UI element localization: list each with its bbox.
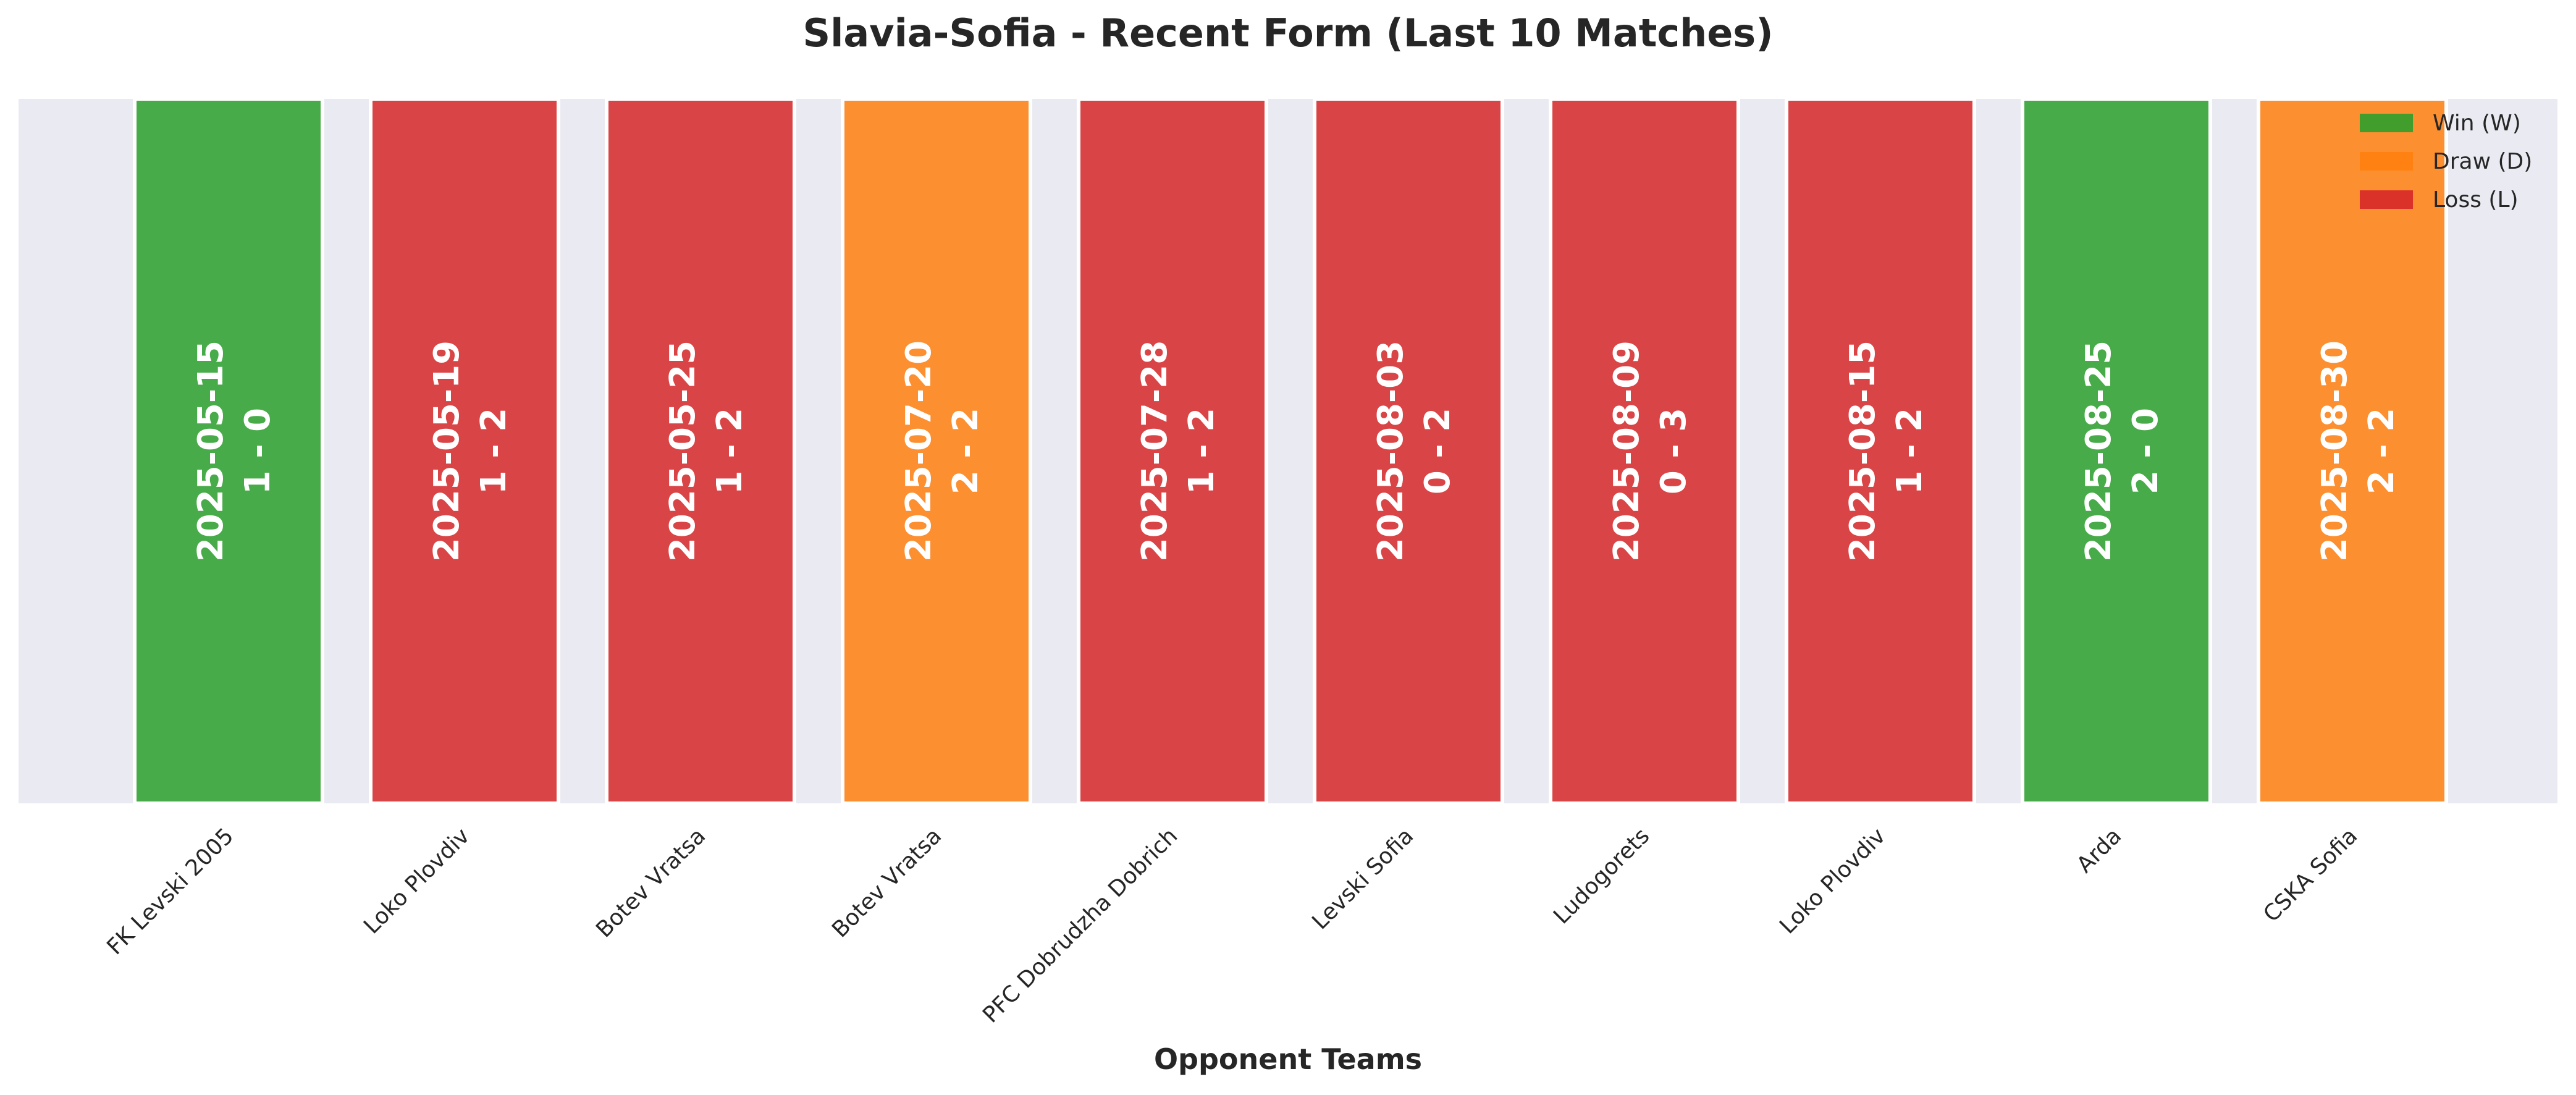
bar-score-label: 1 - 2	[474, 408, 514, 494]
bar-score-label: 0 - 2	[1418, 408, 1458, 494]
bar-label-5: 2025-07-28 1 - 2	[1135, 340, 1222, 562]
legend: Win (W) Draw (D) Loss (L)	[2360, 111, 2532, 213]
bar-score-label: 2 - 2	[2362, 408, 2402, 494]
x-tick-label: CSKA Sofia	[2258, 823, 2362, 927]
bar-date-label: 2025-05-15	[191, 340, 231, 562]
x-axis-label: Opponent Teams	[1154, 1042, 1422, 1076]
legend-label-d: Draw (D)	[2433, 149, 2532, 174]
bar-3	[605, 97, 796, 805]
chart-title: Slavia-Sofia - Recent Form (Last 10 Matc…	[802, 11, 1773, 56]
bar-score-label: 1 - 0	[238, 408, 278, 494]
bar-label-6: 2025-08-03 0 - 2	[1371, 340, 1458, 562]
bar-label-8: 2025-08-15 1 - 2	[1843, 340, 1930, 562]
bar-label-7: 2025-08-09 0 - 3	[1607, 340, 1694, 562]
bar-score-label: 1 - 2	[1182, 408, 1222, 494]
bar-date-label: 2025-05-25	[663, 340, 703, 562]
x-tick-label: Botev Vratsa	[591, 823, 710, 942]
bar-label-4: 2025-07-20 2 - 2	[899, 340, 986, 562]
legend-swatch-d	[2360, 152, 2413, 171]
bar-score-label: 2 - 2	[946, 408, 986, 494]
bar-date-label: 2025-08-15	[1843, 340, 1883, 562]
bar-8	[1785, 97, 1976, 805]
x-tick-label: Ludogorets	[1549, 823, 1654, 929]
bar-4	[841, 97, 1032, 805]
bar-score-label: 2 - 0	[2126, 408, 2166, 494]
bars-layer	[133, 97, 2448, 805]
bar-2	[369, 97, 560, 805]
bar-label-2: 2025-05-19 1 - 2	[427, 340, 514, 562]
legend-label-l: Loss (L)	[2433, 187, 2519, 213]
bar-score-label: 1 - 2	[710, 408, 750, 494]
bar-label-10: 2025-08-30 2 - 2	[2315, 340, 2402, 562]
bar-date-label: 2025-08-09	[1607, 340, 1647, 562]
bar-label-1: 2025-05-15 1 - 0	[191, 340, 278, 562]
bar-date-label: 2025-08-30	[2315, 340, 2355, 562]
bar-score-label: 0 - 3	[1654, 408, 1694, 494]
x-tick-label: Loko Plovdiv	[1775, 823, 1890, 939]
bar-6	[1313, 97, 1504, 805]
legend-swatch-w	[2360, 114, 2413, 132]
legend-swatch-l	[2360, 190, 2413, 209]
bar-label-3: 2025-05-25 1 - 2	[663, 340, 750, 562]
legend-label-w: Win (W)	[2433, 111, 2521, 136]
x-tick-label: Levski Sofia	[1307, 823, 1418, 934]
bar-9	[2021, 97, 2212, 805]
bar-date-label: 2025-08-03	[1371, 340, 1411, 562]
x-tick-label: PFC Dobrudzha Dobrich	[978, 823, 1182, 1028]
bar-10	[2257, 97, 2448, 805]
bar-score-label: 1 - 2	[1890, 408, 1930, 494]
bar-labels-layer: 2025-05-15 1 - 0 2025-05-19 1 - 2 2025-05-25…	[191, 340, 2402, 562]
bar-7	[1549, 97, 1740, 805]
bar-date-label: 2025-07-28	[1135, 340, 1175, 562]
x-tick-label: FK Levski 2005	[103, 823, 239, 960]
bar-date-label: 2025-05-19	[427, 340, 467, 562]
bar-1	[133, 97, 324, 805]
bar-label-9: 2025-08-25 2 - 0	[2079, 340, 2166, 562]
bar-5	[1077, 97, 1268, 805]
x-tick-label: Loko Plovdiv	[359, 823, 474, 939]
x-tick-labels: FK Levski 2005 Loko Plovdiv Botev Vratsa Bo…	[103, 823, 2363, 1028]
bar-date-label: 2025-08-25	[2079, 340, 2119, 562]
bar-date-label: 2025-07-20	[899, 340, 939, 562]
x-tick-label: Arda	[2072, 823, 2126, 877]
x-tick-label: Botev Vratsa	[827, 823, 946, 942]
